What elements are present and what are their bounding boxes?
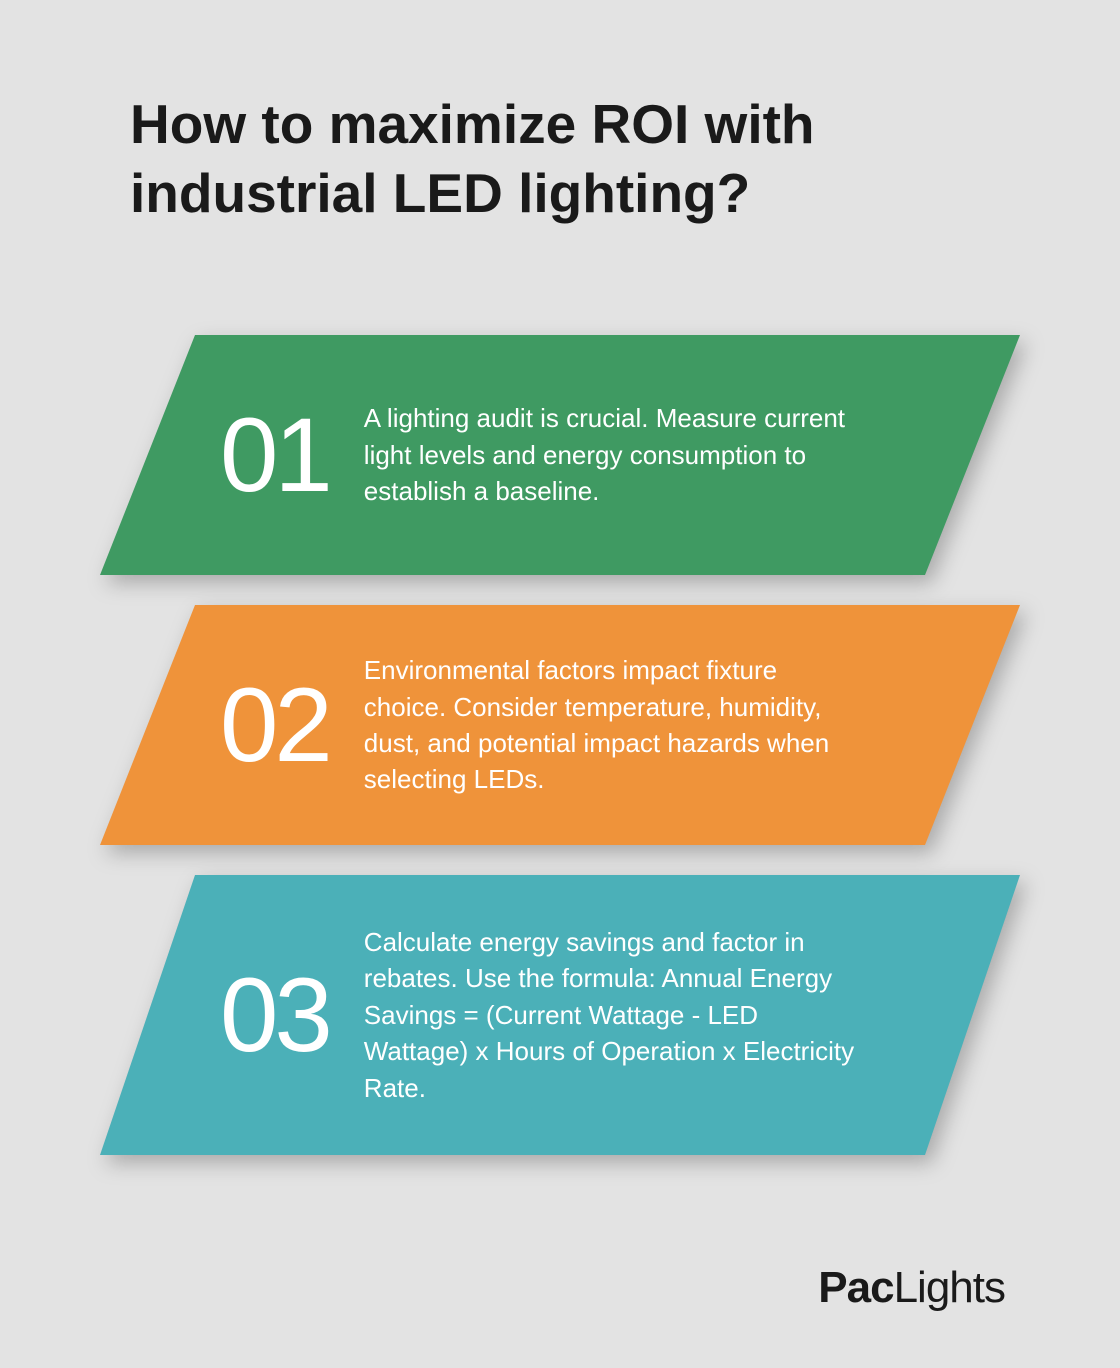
step-1-number: 01: [220, 403, 329, 508]
step-2: 02 Environmental factors impact fixture …: [100, 605, 1020, 845]
step-2-content: 02 Environmental factors impact fixture …: [100, 605, 1020, 845]
brand-light: Lights: [894, 1263, 1005, 1312]
step-3-number: 03: [220, 963, 329, 1068]
page-title: How to maximize ROI with industrial LED …: [130, 90, 990, 228]
step-1-text: A lighting audit is crucial. Measure cur…: [364, 400, 864, 509]
step-1-content: 01 A lighting audit is crucial. Measure …: [100, 335, 1020, 575]
brand-bold: Pac: [818, 1263, 893, 1312]
step-3-content: 03 Calculate energy savings and factor i…: [100, 875, 1020, 1155]
step-3: 03 Calculate energy savings and factor i…: [100, 875, 1020, 1155]
brand-logo: PacLights: [818, 1263, 1005, 1313]
step-2-number: 02: [220, 673, 329, 778]
step-3-text: Calculate energy savings and factor in r…: [364, 924, 864, 1106]
steps-container: 01 A lighting audit is crucial. Measure …: [100, 335, 1020, 1185]
step-2-text: Environmental factors impact fixture cho…: [364, 652, 864, 798]
step-1: 01 A lighting audit is crucial. Measure …: [100, 335, 1020, 575]
